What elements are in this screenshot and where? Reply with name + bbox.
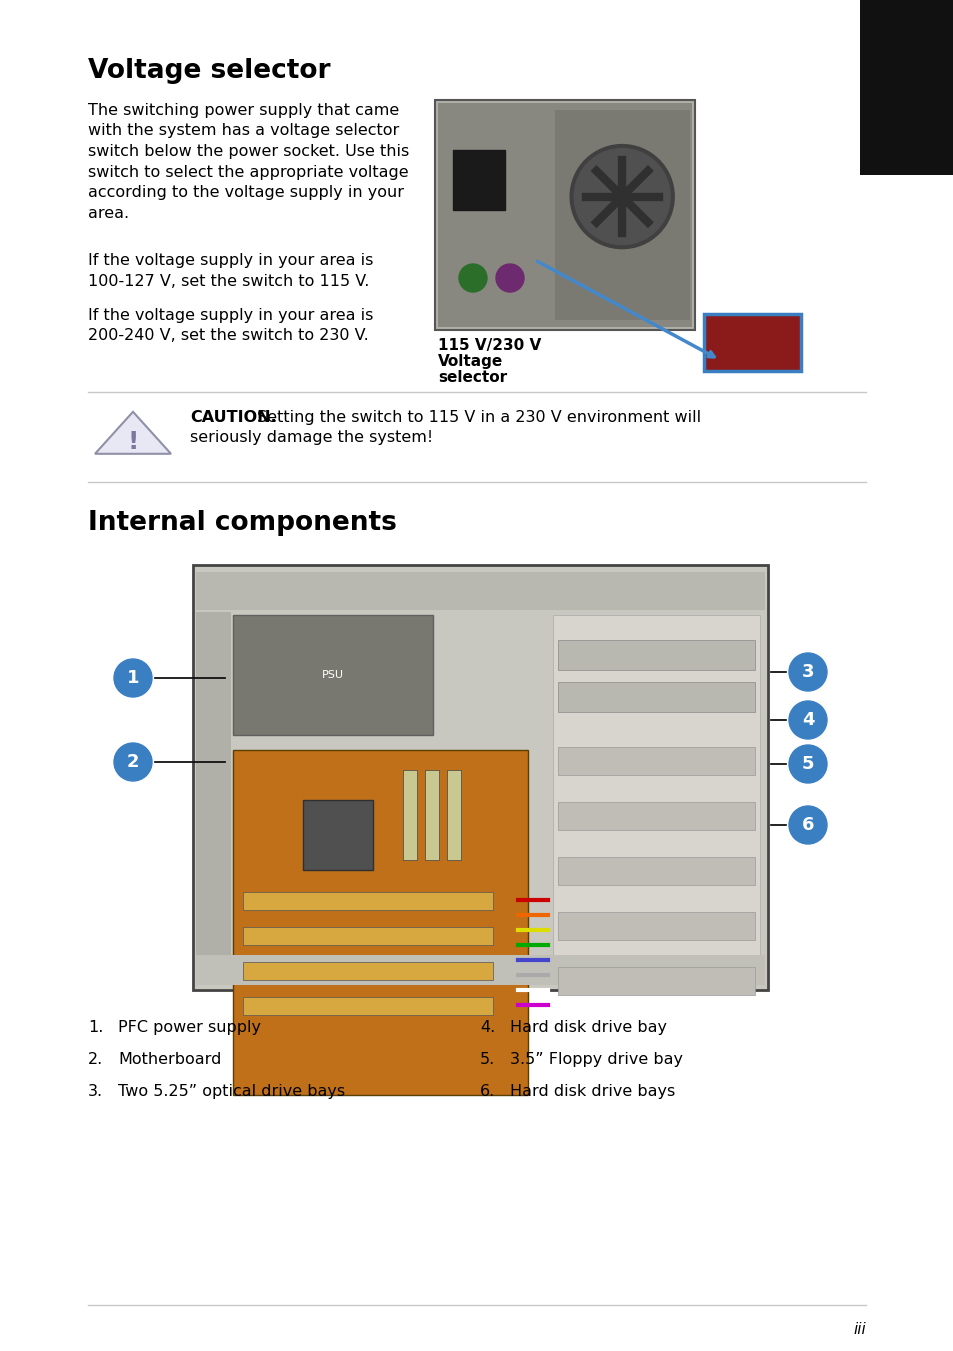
Text: 3.5” Floppy drive bay: 3.5” Floppy drive bay (510, 1052, 682, 1067)
Text: Motherboard: Motherboard (118, 1052, 221, 1067)
Bar (402, 770, 416, 861)
Text: 200-240 V, set the switch to 230 V.: 200-240 V, set the switch to 230 V. (88, 328, 369, 343)
Bar (424, 770, 438, 861)
Bar (193, 565, 767, 990)
Circle shape (458, 263, 486, 292)
Text: 3: 3 (801, 663, 814, 681)
Text: 1.: 1. (88, 1020, 103, 1035)
Text: 3.: 3. (88, 1084, 103, 1098)
Circle shape (788, 653, 826, 690)
Text: area.: area. (88, 205, 129, 220)
Bar (555, 109, 689, 320)
Text: PFC power supply: PFC power supply (118, 1020, 261, 1035)
Bar (447, 770, 460, 861)
Circle shape (612, 186, 632, 207)
Circle shape (113, 743, 152, 781)
Text: CAUTION.: CAUTION. (190, 409, 276, 426)
FancyBboxPatch shape (703, 313, 801, 372)
Text: Internal components: Internal components (88, 509, 396, 536)
Bar (558, 967, 754, 994)
Text: switch to select the appropriate voltage: switch to select the appropriate voltage (88, 165, 408, 180)
Text: Two 5.25” optical drive bays: Two 5.25” optical drive bays (118, 1084, 345, 1098)
Text: 5: 5 (801, 755, 814, 773)
Text: switch below the power socket. Use this: switch below the power socket. Use this (88, 145, 409, 159)
Bar (195, 571, 764, 611)
Text: Setting the switch to 115 V in a 230 V environment will: Setting the switch to 115 V in a 230 V e… (252, 409, 700, 426)
Bar (558, 857, 754, 885)
Text: Voltage selector: Voltage selector (88, 58, 330, 84)
Bar (243, 927, 493, 944)
Text: 5.: 5. (479, 1052, 495, 1067)
Text: PSU: PSU (322, 670, 344, 680)
Text: 4.: 4. (479, 1020, 495, 1035)
Text: according to the voltage supply in your: according to the voltage supply in your (88, 185, 403, 200)
Text: 115 V/230 V: 115 V/230 V (437, 338, 540, 353)
Bar (859, 0, 953, 176)
Text: 2.: 2. (88, 1052, 103, 1067)
Text: 4: 4 (801, 711, 814, 730)
Text: !: ! (127, 430, 138, 454)
Bar (243, 962, 493, 979)
Bar (453, 150, 504, 209)
Circle shape (788, 807, 826, 844)
Text: If the voltage supply in your area is: If the voltage supply in your area is (88, 308, 373, 323)
Bar (195, 612, 231, 982)
Bar (558, 640, 754, 670)
Circle shape (574, 149, 670, 245)
Circle shape (113, 659, 152, 697)
Text: 6.: 6. (479, 1084, 495, 1098)
Text: Hard disk drive bays: Hard disk drive bays (510, 1084, 675, 1098)
Bar (435, 100, 695, 330)
Bar (233, 750, 527, 1096)
Text: with the system has a voltage selector: with the system has a voltage selector (88, 123, 399, 139)
Text: Hard disk drive bay: Hard disk drive bay (510, 1020, 666, 1035)
Text: iii: iii (852, 1323, 865, 1337)
Bar (195, 955, 764, 985)
Text: Voltage: Voltage (437, 354, 503, 369)
Bar (558, 802, 754, 830)
Circle shape (788, 744, 826, 784)
Text: seriously damage the system!: seriously damage the system! (190, 430, 433, 444)
Bar (558, 912, 754, 940)
Bar (437, 103, 691, 327)
Bar (233, 615, 433, 735)
Circle shape (496, 263, 523, 292)
Text: 6: 6 (801, 816, 814, 834)
Bar (303, 800, 373, 870)
Bar (243, 892, 493, 911)
Text: If the voltage supply in your area is: If the voltage supply in your area is (88, 253, 373, 267)
Text: The switching power supply that came: The switching power supply that came (88, 103, 399, 118)
Circle shape (570, 145, 674, 249)
Bar (558, 682, 754, 712)
Text: 2: 2 (127, 753, 139, 771)
Text: 100-127 V, set the switch to 115 V.: 100-127 V, set the switch to 115 V. (88, 273, 369, 289)
Text: selector: selector (437, 370, 507, 385)
Polygon shape (95, 412, 171, 454)
Text: 1: 1 (127, 669, 139, 688)
Circle shape (788, 701, 826, 739)
Bar (243, 997, 493, 1015)
Bar (558, 747, 754, 775)
Bar (553, 615, 760, 979)
